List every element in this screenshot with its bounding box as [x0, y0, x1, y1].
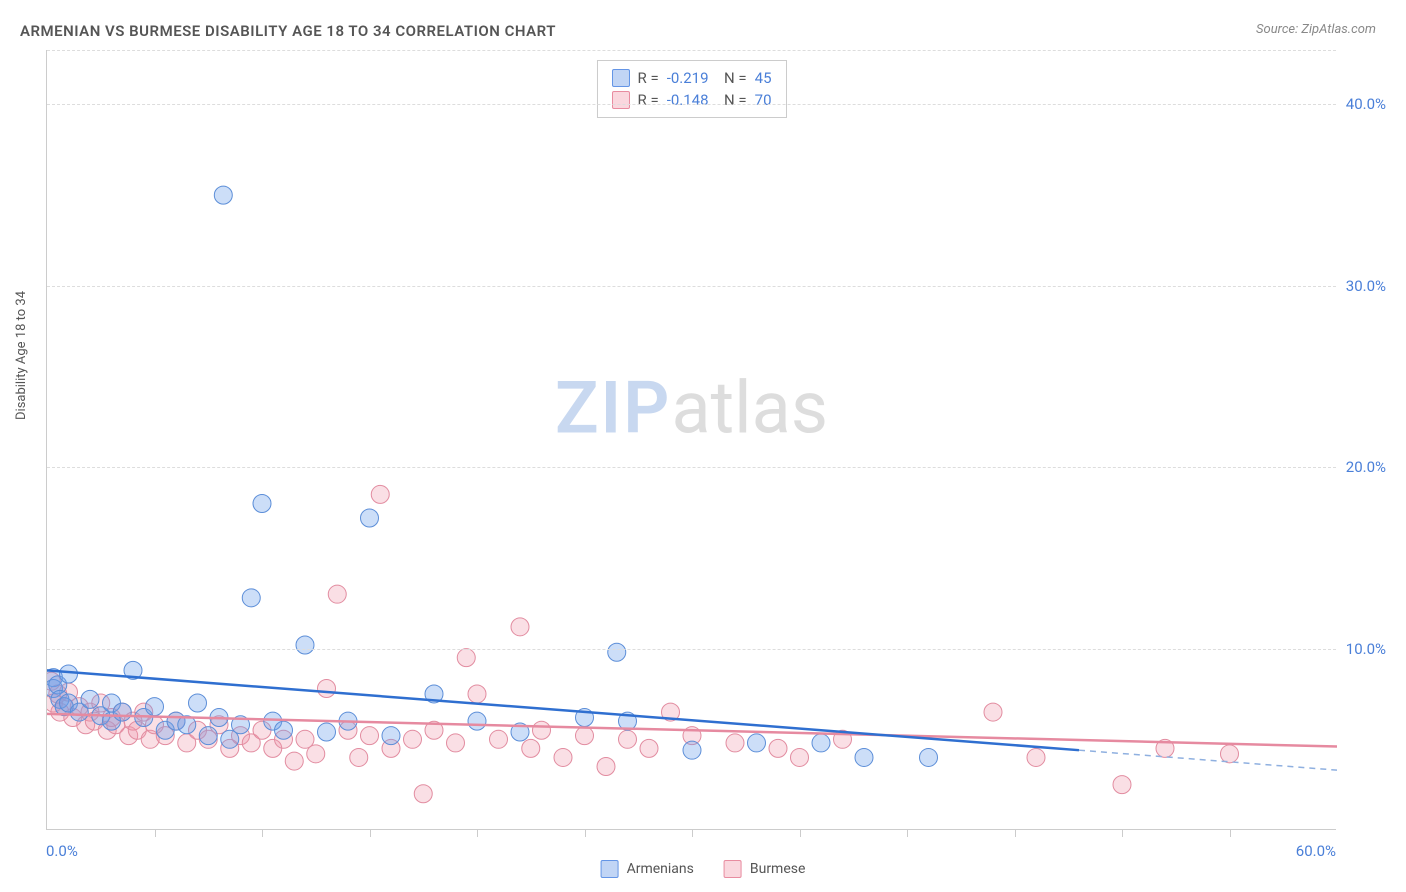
legend-item-burmese: Burmese [724, 860, 806, 878]
gridline [47, 50, 1336, 51]
trend-line-armenian-extrapolated [1079, 750, 1337, 770]
point-burmese [619, 730, 637, 748]
point-burmese [726, 734, 744, 752]
point-burmese [328, 585, 346, 603]
point-burmese [350, 748, 368, 766]
point-burmese [640, 739, 658, 757]
x-tick [692, 829, 693, 837]
x-tick-label: 60.0% [1296, 842, 1336, 860]
point-burmese [1221, 745, 1239, 763]
source-attribution: Source: ZipAtlas.com [1256, 22, 1376, 37]
point-burmese [307, 745, 325, 763]
point-armenian [855, 748, 873, 766]
y-tick-label: 30.0% [1346, 277, 1386, 295]
point-armenian [242, 589, 260, 607]
point-burmese [457, 649, 475, 667]
point-armenian [253, 494, 271, 512]
point-armenian [199, 727, 217, 745]
point-burmese [511, 618, 529, 636]
point-armenian [275, 721, 293, 739]
point-armenian [81, 690, 99, 708]
swatch-pink [724, 860, 742, 878]
point-burmese [791, 748, 809, 766]
point-burmese [1027, 748, 1045, 766]
point-burmese [371, 485, 389, 503]
x-tick [800, 829, 801, 837]
point-burmese [769, 739, 787, 757]
point-armenian [60, 665, 78, 683]
series-legend: Armenians Burmese [601, 860, 806, 878]
point-armenian [468, 712, 486, 730]
point-armenian [920, 748, 938, 766]
point-burmese [1113, 776, 1131, 794]
point-armenian [214, 186, 232, 204]
point-armenian [608, 643, 626, 661]
point-burmese [597, 758, 615, 776]
y-tick-label: 40.0% [1346, 95, 1386, 113]
point-burmese [318, 680, 336, 698]
point-armenian [189, 694, 207, 712]
point-burmese [522, 739, 540, 757]
x-tick [155, 829, 156, 837]
x-tick-label: 0.0% [46, 842, 78, 860]
legend-item-armenians: Armenians [601, 860, 694, 878]
y-axis-label: Disability Age 18 to 34 [14, 291, 29, 420]
point-armenian [812, 734, 830, 752]
x-tick [477, 829, 478, 837]
x-tick [370, 829, 371, 837]
gridline [47, 104, 1336, 105]
point-burmese [533, 721, 551, 739]
y-tick-label: 10.0% [1346, 640, 1386, 658]
plot-area: ZIPatlas R = -0.219 N = 45 R = -0.148 N … [46, 50, 1336, 830]
point-armenian [748, 734, 766, 752]
point-armenian [146, 698, 164, 716]
x-tick [907, 829, 908, 837]
point-armenian [318, 723, 336, 741]
y-tick-label: 20.0% [1346, 458, 1386, 476]
point-armenian [296, 636, 314, 654]
x-tick [1122, 829, 1123, 837]
x-tick [1230, 829, 1231, 837]
x-tick [1015, 829, 1016, 837]
x-tick [585, 829, 586, 837]
swatch-blue [601, 860, 619, 878]
point-burmese [285, 752, 303, 770]
point-burmese [490, 730, 508, 748]
point-burmese [554, 748, 572, 766]
point-burmese [361, 727, 379, 745]
point-burmese [984, 703, 1002, 721]
point-armenian [683, 741, 701, 759]
point-armenian [113, 703, 131, 721]
point-armenian [382, 727, 400, 745]
scatter-svg [47, 50, 1337, 830]
point-burmese [576, 727, 594, 745]
point-burmese [447, 734, 465, 752]
x-tick [262, 829, 263, 837]
point-burmese [468, 685, 486, 703]
gridline [47, 649, 1336, 650]
point-burmese [414, 785, 432, 803]
chart-title: ARMENIAN VS BURMESE DISABILITY AGE 18 TO… [20, 22, 556, 40]
point-burmese [404, 730, 422, 748]
gridline [47, 467, 1336, 468]
point-armenian [361, 509, 379, 527]
gridline [47, 286, 1336, 287]
